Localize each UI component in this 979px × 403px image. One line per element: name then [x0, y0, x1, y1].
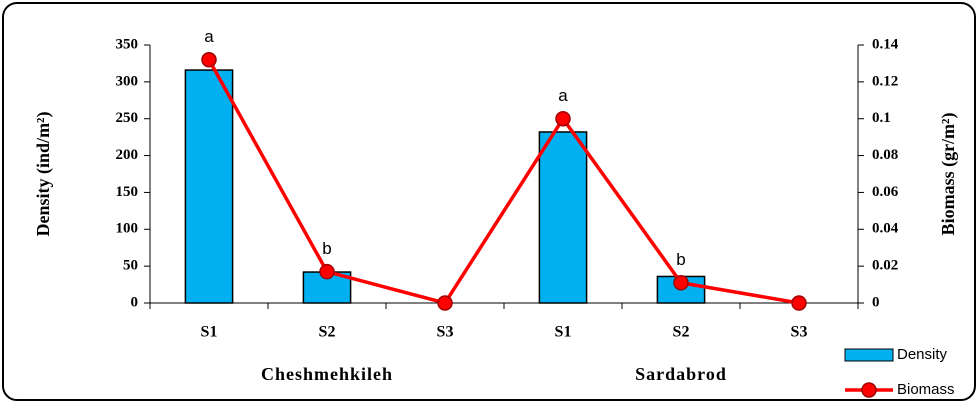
y-tick-label: 100: [116, 221, 139, 237]
annotation: b: [676, 250, 685, 269]
y2-tick-label: 0.06: [872, 184, 899, 200]
x-tick-label: S1: [201, 324, 218, 341]
bar: [184, 69, 234, 304]
x-tick-label: S3: [791, 324, 808, 341]
legend-swatch: [844, 348, 894, 362]
y2-tick-label: 0: [872, 294, 880, 310]
y2-tick-label: 0.14: [872, 36, 899, 52]
line-marker: [673, 274, 689, 291]
y2-tick-label: 0.02: [872, 258, 898, 274]
line: [207, 58, 800, 306]
y-tick-label: 0: [131, 294, 139, 310]
annotation: b: [322, 239, 331, 258]
legend-marker: [861, 382, 877, 398]
y2-axis-title: Biomass (gr/m²): [938, 113, 959, 236]
y2-tick-label: 0.12: [872, 73, 898, 89]
y-tick-label: 300: [116, 73, 139, 89]
line-marker: [791, 295, 807, 311]
y2-tick-label: 0.04: [872, 221, 899, 237]
bar: [538, 131, 588, 304]
x-tick-label: S1: [555, 324, 572, 341]
annotation: a: [204, 27, 214, 46]
y2-tick-label: 0.1: [872, 110, 891, 126]
line-marker: [319, 263, 335, 280]
y-tick-label: 150: [116, 184, 139, 200]
line-marker: [555, 110, 571, 127]
annotation: a: [558, 86, 568, 105]
legend-label: Biomass: [897, 381, 955, 398]
y-axis-title: Density (ind/m²): [33, 112, 54, 237]
y-tick-label: 50: [123, 258, 138, 274]
line-marker: [201, 51, 217, 68]
legend-label: Density: [897, 346, 948, 363]
y-tick-label: 200: [116, 147, 139, 163]
y-tick-label: 250: [116, 110, 139, 126]
group-label: Cheshmehkileh: [261, 364, 393, 384]
y2-tick-label: 0.08: [872, 147, 898, 163]
y-tick-label: 350: [116, 36, 139, 52]
x-tick-label: S2: [319, 324, 336, 341]
group-label: Sardabrod: [635, 364, 727, 384]
x-tick-label: S3: [437, 324, 454, 341]
x-tick-label: S2: [673, 324, 690, 341]
line-marker: [437, 295, 453, 311]
